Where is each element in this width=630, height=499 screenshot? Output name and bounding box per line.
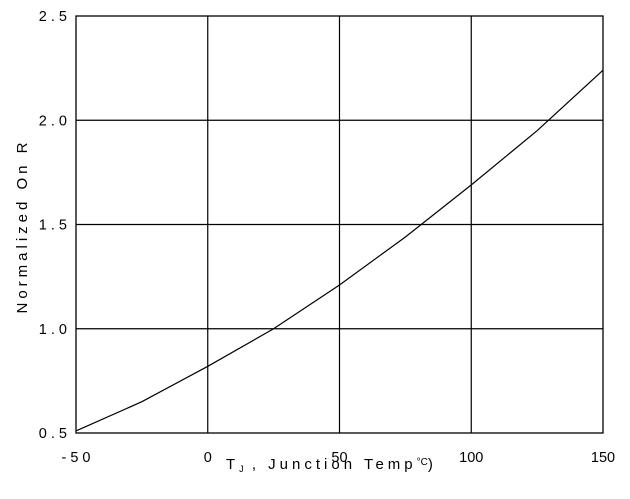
x-tick-label: 150 (591, 450, 615, 466)
grid (76, 16, 603, 433)
x-tick-label: 100 (459, 450, 483, 466)
y-tick-label: 2 . 0 (39, 113, 67, 129)
x-axis-title-unit: °C (417, 457, 428, 468)
x-axis-title: TJ , Junction Temp°C) (226, 456, 437, 474)
plot-frame (75, 15, 604, 434)
tick-labels: - 5 0 0 50 100 150 0 . 5 1 . 0 1 . 5 2 . 0 2 . 5 (39, 9, 615, 466)
x-axis-title-main: T (226, 456, 239, 473)
x-axis-title-close: ) (428, 456, 437, 473)
series-group (75, 69, 604, 432)
x-axis-title-rest: , Junction Temp (244, 456, 417, 473)
y-tick-label: 2 . 5 (39, 9, 67, 25)
y-tick-label: 1 . 5 (39, 218, 67, 234)
x-tick-label: 50 (331, 450, 347, 466)
x-tick-label: 0 (204, 450, 212, 466)
x-axis-title-subscript: J (239, 464, 244, 474)
y-axis-title: Normalized On R (14, 138, 31, 313)
series-line (75, 69, 604, 432)
y-tick-label: 1 . 0 (39, 322, 67, 338)
x-tick-label: - 5 0 (61, 450, 90, 466)
y-tick-label: 0 . 5 (39, 426, 67, 442)
